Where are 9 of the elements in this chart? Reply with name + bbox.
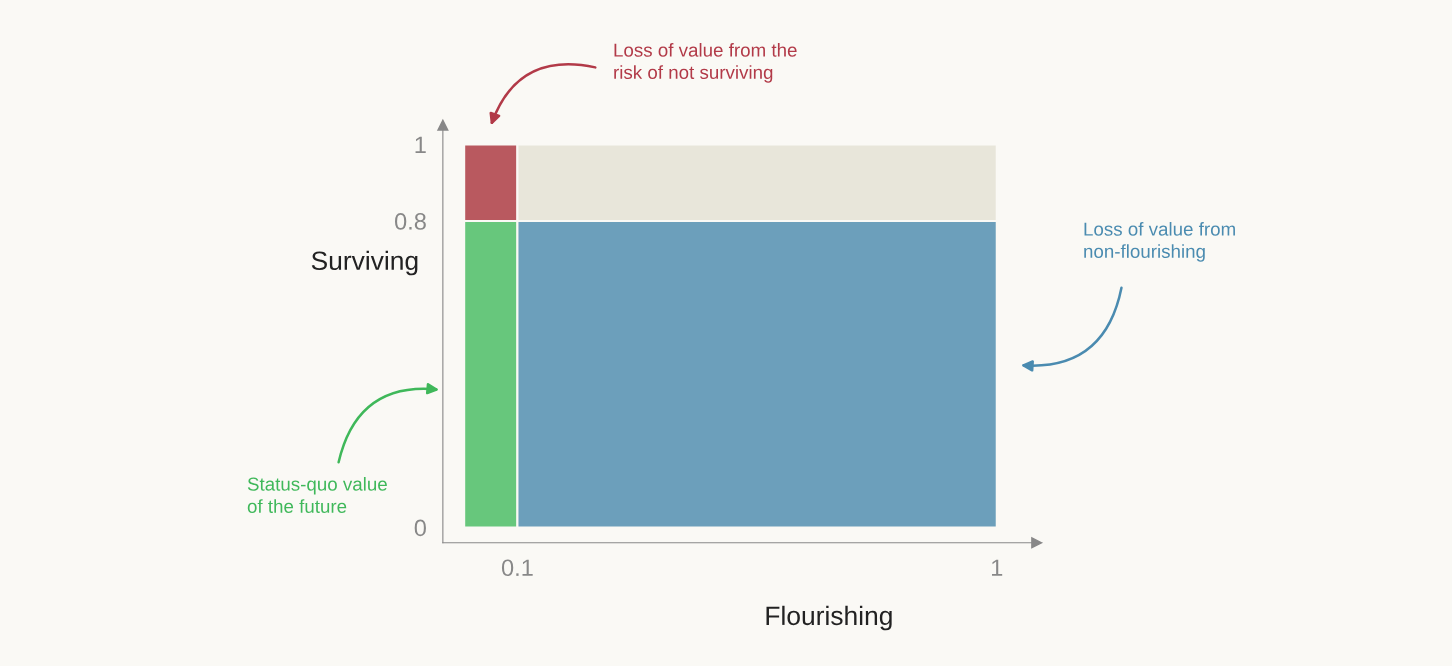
y-axis-title: Surviving	[311, 250, 418, 276]
y-tick-label: 0	[414, 519, 426, 537]
text: Loss of value from the risk of not surviving	[614, 43, 797, 83]
text: Loss of value from non-flourishing	[1084, 222, 1235, 262]
x-tick-label: 0.1	[501, 559, 533, 577]
y-tick-label: 0.8	[394, 213, 426, 230]
y-tick-label: 1	[415, 136, 426, 153]
x-axis-title: Flourishing	[766, 605, 892, 631]
text: Status-quo value of the future	[247, 477, 387, 514]
